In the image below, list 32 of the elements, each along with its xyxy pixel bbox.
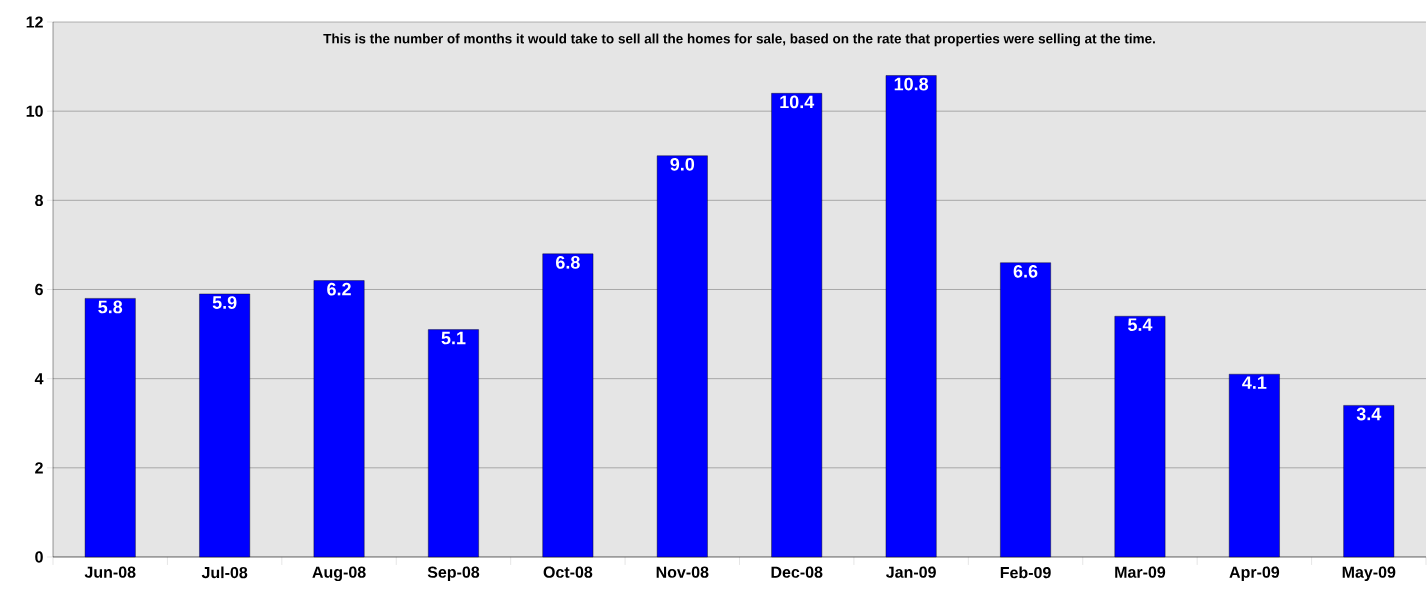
data-label: 9.0 [670,157,695,171]
y-tick-label: 8 [35,194,43,206]
x-tick-label: Mar-09 [1115,566,1166,578]
y-tick-label: 0 [35,551,43,563]
y-tick-label: 6 [35,283,43,296]
y-tick-label: 10 [26,105,43,117]
y-tick-label: 4 [34,373,44,385]
x-tick-label: Nov-08 [656,566,709,578]
data-label: 5.4 [1127,318,1153,331]
y-tick-label: 2 [35,462,43,474]
data-label: 6.2 [327,282,351,296]
data-label: 4.1 [1242,376,1267,389]
y-tick-label: 12 [26,16,43,28]
annotation: This is the number of months it would take to sell all the homes for sale, based on the rate that properties were selling at the time. [323,33,1155,47]
x-tick-label: Apr-09 [1229,566,1280,582]
x-tick-label: Sep-08 [427,566,480,582]
x-tick-label: Feb-09 [1000,566,1051,579]
x-tick-label: Aug-08 [312,566,366,582]
data-label: 5.8 [98,300,123,314]
x-tick-label: Jan-09 [886,566,936,578]
data-label: 10.8 [894,77,929,91]
data-label: 6.8 [556,256,580,269]
data-label: 5.1 [441,331,466,345]
x-tick-label: Dec-08 [771,566,823,578]
data-label: 5.9 [212,296,237,309]
x-tick-label: Oct-08 [543,566,593,578]
data-label: 3.4 [1356,407,1382,421]
x-tick-label: Jul-08 [201,566,248,579]
x-tick-label: May-09 [1342,566,1396,582]
x-tick-label: Jun-08 [84,566,136,578]
data-label: 6.6 [1013,264,1038,278]
data-label: 10.4 [780,95,815,109]
